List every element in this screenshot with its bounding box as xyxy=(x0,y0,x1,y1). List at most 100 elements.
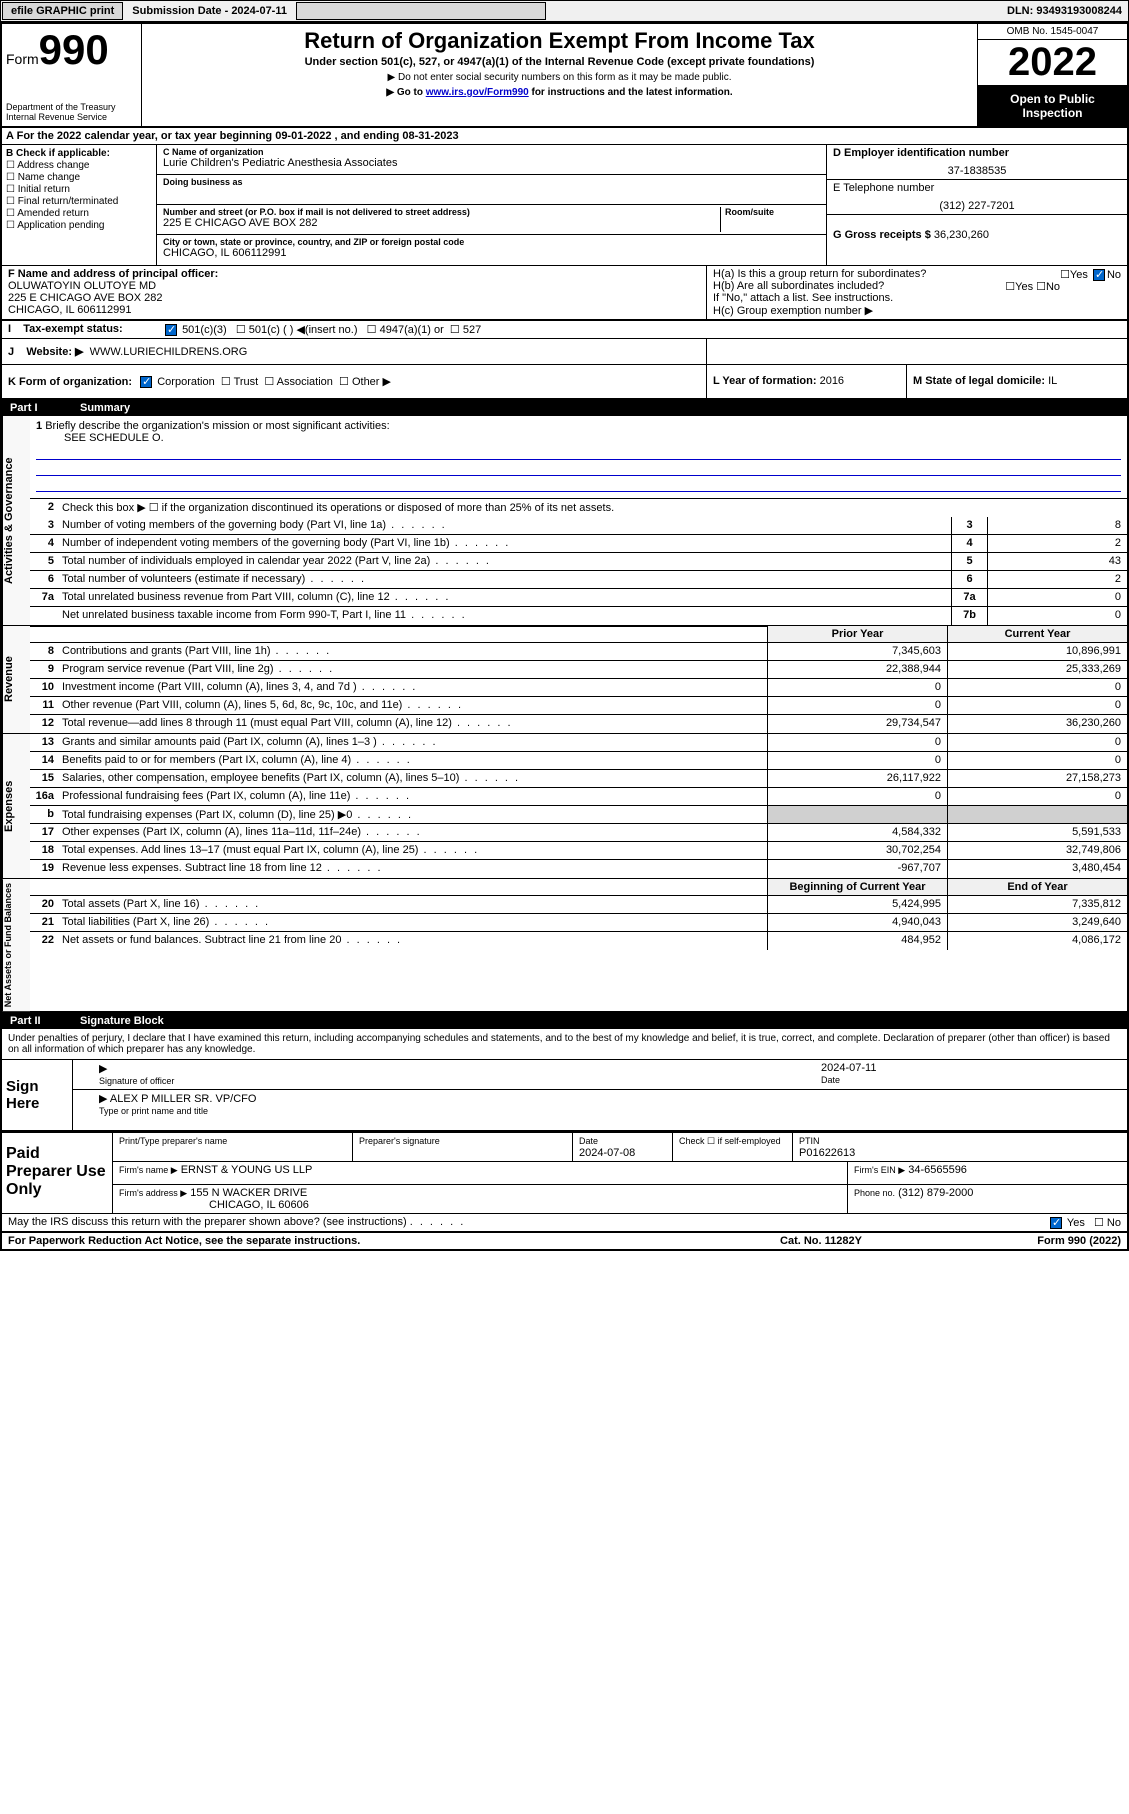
officer-sig-line: ▶Signature of officer 2024-07-11Date xyxy=(73,1060,1127,1090)
row-j-website: J Website: ▶ WWW.LURIECHILDRENS.ORG xyxy=(2,339,1127,365)
501c3-checkbox[interactable] xyxy=(165,324,177,336)
line1-value: SEE SCHEDULE O. xyxy=(36,432,1121,444)
line2-text: Check this box ▶ ☐ if the organization d… xyxy=(58,499,1127,517)
hc-label: H(c) Group exemption number ▶ xyxy=(713,304,1121,317)
sig-date: 2024-07-11 xyxy=(821,1062,876,1074)
row-k-form-org: K Form of organization: Corporation ☐ Tr… xyxy=(2,365,1127,400)
activities-governance-section: Activities & Governance 1 Briefly descri… xyxy=(2,416,1127,626)
opt-501c: 501(c) ( ) ◀(insert no.) xyxy=(249,324,358,336)
dba-label: Doing business as xyxy=(163,177,820,187)
date-label: Date xyxy=(821,1075,840,1085)
street-cell: Number and street (or P.O. box if mail i… xyxy=(157,205,826,235)
officer-addr2: CHICAGO, IL 606112991 xyxy=(8,304,700,316)
firm-addr2-value: CHICAGO, IL 60606 xyxy=(119,1199,309,1211)
corp-checkbox[interactable] xyxy=(140,376,152,388)
line-14: 14Benefits paid to or for members (Part … xyxy=(30,752,1127,770)
cb-application-pending[interactable]: ☐ Application pending xyxy=(6,220,152,231)
discuss-yes-checkbox[interactable] xyxy=(1050,1217,1062,1229)
dept-treasury: Department of the Treasury xyxy=(6,102,137,112)
dln-label: DLN: 93493193008244 xyxy=(1001,3,1128,19)
line-6: 6Total number of volunteers (estimate if… xyxy=(30,571,1127,589)
irs-link[interactable]: www.irs.gov/Form990 xyxy=(426,87,529,98)
city-cell: City or town, state or province, country… xyxy=(157,235,826,265)
omb-number: OMB No. 1545-0047 xyxy=(978,24,1127,40)
officer-name: OLUWATOYIN OLUTOYE MD xyxy=(8,280,700,292)
rev-col-headers: Prior Year Current Year xyxy=(30,626,1127,643)
current-year-header: Current Year xyxy=(947,626,1127,642)
opt-trust: Trust xyxy=(234,376,259,388)
org-name-value: Lurie Children's Pediatric Anesthesia As… xyxy=(163,157,820,169)
line1-mission: 1 Briefly describe the organization's mi… xyxy=(30,416,1127,499)
form-number: 990 xyxy=(39,26,109,73)
opt-501c3: 501(c)(3) xyxy=(182,324,227,336)
line-7a: 7aTotal unrelated business revenue from … xyxy=(30,589,1127,607)
j-label: Website: ▶ xyxy=(26,346,83,358)
row-a-tax-year: A For the 2022 calendar year, or tax yea… xyxy=(2,128,1127,145)
discuss-row: May the IRS discuss this return with the… xyxy=(2,1214,1127,1233)
part2-name: Part II xyxy=(10,1015,80,1027)
cb-amended[interactable]: ☐ Amended return xyxy=(6,208,152,219)
form-note-1: ▶ Do not enter social security numbers o… xyxy=(150,72,969,83)
org-name-label: C Name of organization xyxy=(163,147,820,157)
street-value: 225 E CHICAGO AVE BOX 282 xyxy=(163,217,720,229)
officer-addr1: 225 E CHICAGO AVE BOX 282 xyxy=(8,292,700,304)
city-label: City or town, state or province, country… xyxy=(163,237,820,247)
opt-4947: 4947(a)(1) or xyxy=(380,324,444,336)
line-b: bTotal fundraising expenses (Part IX, co… xyxy=(30,806,1127,824)
prep-date-label: Date xyxy=(579,1136,598,1146)
cb-final-return[interactable]: ☐ Final return/terminated xyxy=(6,196,152,207)
city-value: CHICAGO, IL 606112991 xyxy=(163,247,820,259)
prep-sig-label: Preparer's signature xyxy=(359,1136,440,1146)
section-bcde: B Check if applicable: ☐ Address change … xyxy=(2,145,1127,266)
officer-name-val: ALEX P MILLER SR. VP/CFO xyxy=(110,1093,257,1105)
line-13: 13Grants and similar amounts paid (Part … xyxy=(30,734,1127,752)
net-assets-section: Net Assets or Fund Balances Beginning of… xyxy=(2,879,1127,1013)
part1-name: Part I xyxy=(10,402,80,414)
part1-title: Summary xyxy=(80,402,1119,414)
firm-name-label: Firm's name ▶ xyxy=(119,1165,178,1175)
hb-label: H(b) Are all subordinates included? xyxy=(713,280,884,292)
form-label-small: Form xyxy=(6,51,39,67)
sig-officer-label: Signature of officer xyxy=(99,1076,174,1086)
firm-phone-label: Phone no. xyxy=(854,1188,895,1198)
line-9: 9Program service revenue (Part VIII, lin… xyxy=(30,661,1127,679)
form-990-container: Form990 Department of the Treasury Inter… xyxy=(0,22,1129,1251)
b-header: B Check if applicable: xyxy=(6,148,152,159)
prior-year-header: Prior Year xyxy=(767,626,947,642)
ein-value: 37-1838535 xyxy=(833,165,1121,177)
officer-name-line: ▶ ALEX P MILLER SR. VP/CFOType or print … xyxy=(73,1090,1127,1119)
form-identifier: Form990 Department of the Treasury Inter… xyxy=(2,24,142,126)
gross-cell: G Gross receipts $ 36,230,260 xyxy=(827,215,1127,245)
cb-address-change[interactable]: ☐ Address change xyxy=(6,160,152,171)
part1-header: Part I Summary xyxy=(2,400,1127,416)
m-label: M State of legal domicile: xyxy=(913,375,1045,387)
phone-cell: E Telephone number (312) 227-7201 xyxy=(827,180,1127,215)
domicile-state: IL xyxy=(1048,375,1057,387)
line-8: 8Contributions and grants (Part VIII, li… xyxy=(30,643,1127,661)
dba-cell: Doing business as xyxy=(157,175,826,205)
efile-print-button[interactable]: efile GRAPHIC print xyxy=(2,2,123,20)
blank-button[interactable] xyxy=(296,2,546,20)
line-7b: Net unrelated business taxable income fr… xyxy=(30,607,1127,625)
opt-527: 527 xyxy=(463,324,481,336)
cb-name-change[interactable]: ☐ Name change xyxy=(6,172,152,183)
na-col-headers: Beginning of Current Year End of Year xyxy=(30,879,1127,896)
column-b-checkboxes: B Check if applicable: ☐ Address change … xyxy=(2,145,157,265)
website-value: WWW.LURIECHILDRENS.ORG xyxy=(90,346,248,358)
paid-preparer-section: Paid Preparer Use Only Print/Type prepar… xyxy=(2,1131,1127,1214)
prep-check-label: Check ☐ if self-employed xyxy=(679,1136,781,1146)
form-footer: For Paperwork Reduction Act Notice, see … xyxy=(2,1233,1127,1249)
opt-other: Other ▶ xyxy=(352,376,391,388)
cb-initial-return[interactable]: ☐ Initial return xyxy=(6,184,152,195)
ein-cell: D Employer identification number 37-1838… xyxy=(827,145,1127,180)
prep-date-val: 2024-07-08 xyxy=(579,1147,635,1159)
tax-year-range: For the 2022 calendar year, or tax year … xyxy=(17,130,459,142)
ha-no-checkbox[interactable] xyxy=(1093,269,1105,281)
line-12: 12Total revenue—add lines 8 through 11 (… xyxy=(30,715,1127,733)
boy-header: Beginning of Current Year xyxy=(767,879,947,895)
gross-value: 36,230,260 xyxy=(934,229,989,241)
opt-corp: Corporation xyxy=(157,376,214,388)
cat-number: Cat. No. 11282Y xyxy=(721,1235,921,1247)
irs-label: Internal Revenue Service xyxy=(6,112,137,122)
form-title: Return of Organization Exempt From Incom… xyxy=(150,28,969,54)
